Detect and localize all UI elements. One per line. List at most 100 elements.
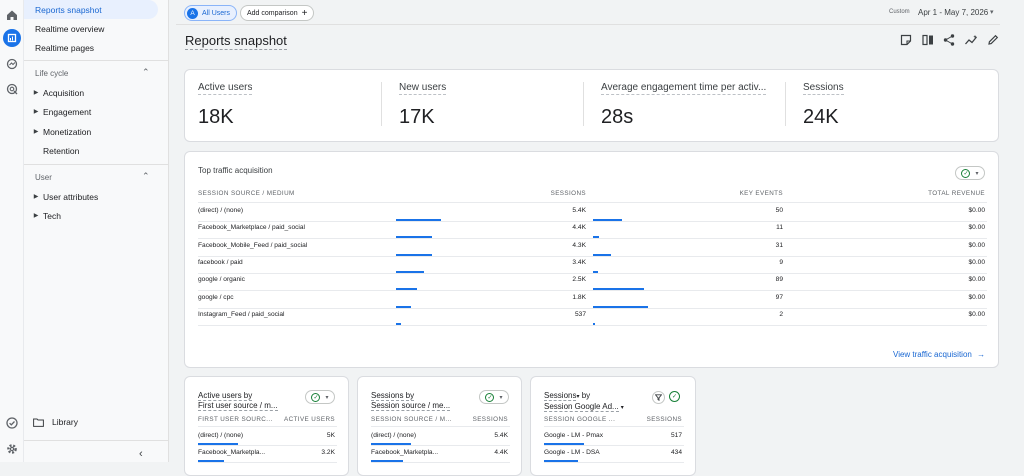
row-key-events: 2: [779, 310, 783, 318]
chevron-up-icon[interactable]: ⌃: [142, 171, 150, 181]
row-sessions: 537: [574, 310, 586, 318]
view-traffic-acquisition-link[interactable]: View traffic acquisition →: [893, 350, 985, 359]
filter-icon[interactable]: [652, 391, 665, 404]
add-comparison-button[interactable]: Add comparison +: [240, 5, 315, 21]
row-divider: [198, 445, 337, 446]
kpi-new-users[interactable]: New users 17K: [399, 82, 589, 129]
column-header-source[interactable]: SESSION SOURCE / M...: [371, 416, 452, 423]
kpi-value: 17K: [399, 106, 435, 128]
kpi-avg-engagement[interactable]: Average engagement time per activ... 28s: [601, 82, 791, 129]
reports-icon[interactable]: [3, 29, 21, 47]
row-dimension[interactable]: (direct) / (none): [371, 432, 417, 439]
nav-item-realtime-pages[interactable]: Realtime pages: [35, 42, 95, 53]
column-header-revenue[interactable]: TOTAL REVENUE: [928, 190, 985, 197]
row-metric: 4.4K: [494, 449, 508, 456]
column-header-source[interactable]: SESSION GOOGLE ...: [544, 416, 616, 423]
row-revenue: $0.00: [968, 276, 985, 284]
row-divider: [371, 445, 510, 446]
row-source[interactable]: facebook / paid: [198, 258, 243, 266]
row-source[interactable]: Facebook_Mobile_Feed / paid_social: [198, 241, 308, 249]
nav-item-tech[interactable]: ▶ Tech: [29, 207, 149, 224]
row-source[interactable]: google / cpc: [198, 293, 234, 301]
row-sessions: 1.8K: [572, 293, 586, 301]
comparison-filter-button[interactable]: ✓ ▾: [955, 166, 985, 180]
caret-down-icon: ▾: [975, 170, 979, 177]
edit-pencil-icon[interactable]: [986, 33, 1000, 47]
card-title-line2[interactable]: Session source / me...: [371, 401, 451, 411]
check-circle-icon[interactable]: [3, 414, 21, 432]
sessions-bar: [396, 288, 417, 291]
row-sessions: 2.5K: [572, 276, 586, 284]
kpi-value: 28s: [601, 106, 634, 128]
row-source[interactable]: google / organic: [198, 276, 245, 284]
nav-item-retention[interactable]: Retention: [29, 142, 149, 159]
metric-bar: [544, 443, 584, 445]
insights-icon[interactable]: [964, 33, 978, 47]
gear-icon[interactable]: [3, 440, 21, 458]
kpi-divider: [381, 82, 382, 126]
card-title-line2[interactable]: Session Google Ad...: [544, 402, 619, 412]
row-divider: [198, 290, 987, 292]
row-source[interactable]: Facebook_Marketplace / paid_social: [198, 224, 306, 232]
header-divider: [371, 426, 510, 427]
header-divider: [198, 202, 987, 203]
caret-down-icon[interactable]: ▾: [990, 9, 994, 16]
header-divider: [198, 426, 337, 427]
check-circle-icon[interactable]: ✓: [669, 391, 680, 402]
nav-item-reports-snapshot[interactable]: Reports snapshot: [24, 0, 158, 19]
card-title-line1[interactable]: Sessions: [544, 391, 577, 401]
sessions-by-source-card: Sessions by Session source / me... ✓ ▾ S…: [357, 376, 522, 476]
row-source[interactable]: (direct) / (none): [198, 207, 244, 214]
segment-chip-all-users[interactable]: A All Users: [184, 5, 238, 21]
column-header-sessions[interactable]: SESSIONS: [550, 190, 586, 197]
row-dimension[interactable]: Google - LM - DSA: [544, 449, 600, 456]
metric-bar: [371, 443, 411, 445]
metric-bar: [198, 443, 238, 445]
chevron-up-icon[interactable]: ⌃: [142, 67, 150, 77]
compare-icon[interactable]: [921, 33, 935, 47]
row-source[interactable]: Instagram_Feed / paid_social: [198, 310, 285, 318]
row-dimension[interactable]: Facebook_Marketpla...: [371, 449, 439, 456]
home-icon[interactable]: [3, 6, 21, 24]
card-title-line2[interactable]: First user source / m...: [198, 401, 278, 411]
row-sessions: 4.3K: [572, 241, 586, 249]
row-revenue: $0.00: [968, 241, 985, 249]
advertising-icon[interactable]: [3, 80, 21, 98]
row-dimension[interactable]: Google - LM - Pmax: [544, 432, 603, 439]
collapse-chevron-left-icon[interactable]: ‹: [139, 448, 143, 460]
comparison-filter-button[interactable]: ✓ ▾: [305, 390, 335, 404]
folder-icon: [33, 418, 44, 427]
nav-item-engagement[interactable]: ▶ Engagement: [29, 103, 149, 120]
column-header-key-events[interactable]: KEY EVENTS: [739, 190, 783, 197]
column-header-source[interactable]: FIRST USER SOURC...: [198, 416, 273, 423]
kpi-active-users[interactable]: Active users 18K: [198, 82, 388, 129]
key-events-bar: [593, 270, 598, 273]
column-header-source[interactable]: SESSION SOURCE / MEDIUM: [198, 190, 295, 197]
caret-down-icon[interactable]: ▾: [620, 405, 624, 411]
expand-triangle-icon: ▶: [33, 129, 39, 135]
column-header-metric[interactable]: SESSIONS: [646, 416, 682, 423]
row-dimension[interactable]: Facebook_Marketpla...: [198, 449, 266, 456]
nav-item-acquisition[interactable]: ▶ Acquisition: [29, 84, 149, 101]
explore-icon[interactable]: [3, 55, 21, 73]
caret-down-icon[interactable]: ▾: [576, 394, 580, 400]
kpi-label: Average engagement time per activ...: [601, 82, 767, 95]
column-header-metric[interactable]: SESSIONS: [472, 416, 508, 423]
nav-section-user[interactable]: User: [35, 173, 52, 182]
column-header-metric[interactable]: ACTIVE USERS: [284, 416, 335, 423]
nav-item-monetization[interactable]: ▶ Monetization: [29, 123, 149, 140]
nav-item-library[interactable]: Library: [33, 417, 78, 427]
share-icon[interactable]: [942, 33, 956, 47]
nav-divider: [24, 164, 169, 165]
kpi-sessions[interactable]: Sessions 24K: [803, 82, 993, 129]
nav-item-realtime-overview[interactable]: Realtime overview: [35, 23, 105, 34]
date-range-picker[interactable]: Apr 1 - May 7, 2026: [918, 8, 989, 17]
link-label: View traffic acquisition: [893, 350, 972, 359]
row-dimension[interactable]: (direct) / (none): [198, 432, 244, 439]
row-key-events: 50: [775, 207, 783, 214]
sessions-by-google-ads-card: Sessions▾ by Session Google Ad... ▾ ✓ SES…: [530, 376, 696, 476]
comparison-filter-button[interactable]: ✓ ▾: [479, 390, 509, 404]
customize-report-icon[interactable]: [899, 33, 913, 47]
nav-section-life-cycle[interactable]: Life cycle: [35, 69, 69, 78]
nav-item-user-attributes[interactable]: ▶ User attributes: [29, 188, 149, 205]
